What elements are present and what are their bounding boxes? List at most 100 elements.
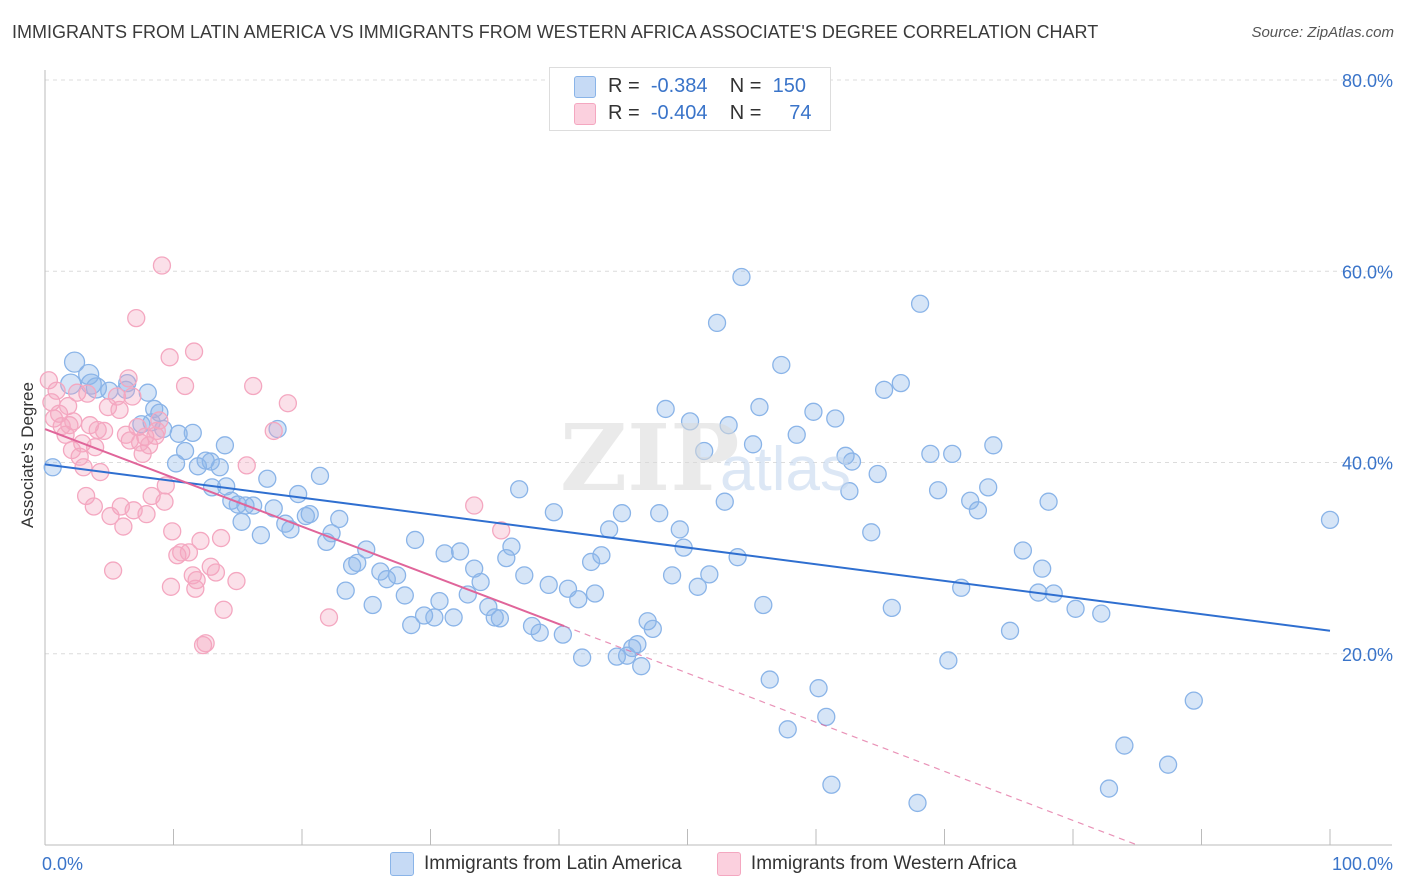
legend-r-value: -0.404: [650, 102, 708, 124]
point-latin-america: [715, 492, 734, 511]
legend-n-value: 74: [789, 102, 812, 124]
point-latin-america: [572, 648, 592, 667]
watermark-atlas: atlas: [720, 435, 851, 504]
point-western-africa: [107, 387, 127, 406]
y-tick-label: 20.0%: [1342, 645, 1393, 665]
point-western-africa: [78, 384, 97, 403]
point-latin-america: [968, 501, 988, 520]
point-western-africa: [244, 376, 263, 396]
point-latin-america: [1039, 492, 1058, 511]
point-western-africa: [123, 387, 142, 406]
point-latin-america: [43, 458, 62, 477]
point-latin-america: [1066, 599, 1085, 618]
point-western-africa: [127, 308, 146, 328]
point-latin-america: [840, 482, 859, 501]
point-latin-america: [804, 402, 823, 421]
point-latin-america: [1092, 604, 1111, 623]
point-latin-america: [862, 523, 881, 542]
point-latin-america: [553, 625, 573, 644]
points-layer: [39, 256, 1340, 813]
point-latin-america: [264, 499, 283, 518]
point-latin-america: [435, 544, 454, 563]
y-tick-label: 60.0%: [1342, 262, 1393, 282]
point-latin-america: [1013, 541, 1033, 560]
point-latin-america: [544, 503, 564, 522]
legend-swatch-blue: [574, 75, 596, 98]
point-latin-america: [300, 504, 319, 524]
point-western-africa: [47, 381, 66, 400]
legend-row-western-africa: R = -0.404 N = 74: [574, 102, 812, 126]
point-latin-america: [322, 524, 341, 543]
legend-item-western-africa: Immigrants from Western Africa: [716, 852, 1017, 876]
point-latin-america: [357, 540, 376, 559]
point-latin-america: [251, 526, 271, 545]
point-latin-america: [760, 670, 779, 689]
point-western-africa: [119, 369, 138, 388]
point-latin-america: [330, 509, 349, 529]
legend-r-label: R =: [608, 102, 640, 124]
point-latin-america: [787, 425, 806, 444]
point-western-africa: [137, 504, 156, 524]
legend-n-value: 150: [772, 75, 806, 97]
point-latin-america: [585, 584, 605, 603]
axes: 20.0% 40.0% 60.0% 80.0% 0.0% 100.0%: [42, 70, 1393, 874]
point-latin-america: [490, 609, 510, 628]
point-latin-america: [809, 679, 828, 698]
point-western-africa: [155, 492, 174, 511]
point-latin-america: [395, 586, 414, 605]
point-latin-america: [1099, 779, 1119, 798]
point-latin-america: [169, 424, 188, 443]
trendline-western-africa: [44, 428, 565, 627]
point-latin-america: [599, 520, 619, 539]
point-western-africa: [184, 342, 204, 361]
point-latin-america: [939, 651, 958, 670]
watermark-zip: ZIP: [560, 404, 739, 512]
point-latin-america: [680, 412, 700, 431]
point-latin-america: [569, 590, 588, 609]
point-latin-america: [80, 373, 102, 395]
point-western-africa: [179, 543, 199, 562]
point-latin-america: [510, 480, 529, 499]
legend-item-latin-america: Immigrants from Latin America: [390, 852, 682, 876]
point-latin-america: [387, 566, 407, 585]
point-western-africa: [70, 447, 89, 466]
point-latin-america: [175, 441, 195, 461]
point-latin-america: [515, 566, 534, 585]
point-latin-america: [732, 267, 751, 287]
trendline-western-africa-extension: [563, 625, 1138, 846]
legend-n-label: N =: [729, 75, 762, 97]
point-latin-america: [348, 553, 367, 573]
point-latin-america: [530, 623, 549, 642]
point-latin-america: [201, 452, 220, 471]
point-western-africa: [84, 497, 103, 516]
point-western-africa: [191, 531, 210, 551]
legend-label: Immigrants from Western Africa: [750, 853, 1017, 875]
legend-r-value: -0.384: [650, 75, 708, 97]
point-latin-america: [336, 581, 355, 600]
point-latin-america: [116, 380, 136, 399]
point-latin-america: [743, 435, 763, 454]
y-tick-label: 80.0%: [1342, 71, 1393, 91]
point-western-africa: [175, 376, 195, 396]
point-latin-america: [891, 373, 910, 393]
legend-swatch-pink: [574, 102, 596, 125]
point-latin-america: [1158, 755, 1178, 774]
legend-label: Immigrants from Latin America: [424, 853, 682, 875]
point-western-africa: [214, 600, 233, 619]
point-latin-america: [502, 537, 521, 556]
point-latin-america: [910, 294, 930, 313]
point-latin-america: [707, 313, 727, 333]
point-western-africa: [187, 570, 206, 590]
point-latin-america: [430, 592, 449, 611]
point-latin-america: [425, 608, 444, 627]
point-latin-america: [377, 570, 396, 589]
point-western-africa: [237, 456, 256, 475]
point-western-africa: [492, 521, 511, 540]
point-western-africa: [152, 256, 172, 275]
point-western-africa: [139, 436, 159, 455]
point-latin-america: [728, 548, 747, 567]
point-latin-america: [842, 452, 862, 471]
point-latin-america: [471, 572, 490, 592]
point-western-africa: [319, 608, 339, 627]
point-latin-america: [63, 351, 86, 373]
